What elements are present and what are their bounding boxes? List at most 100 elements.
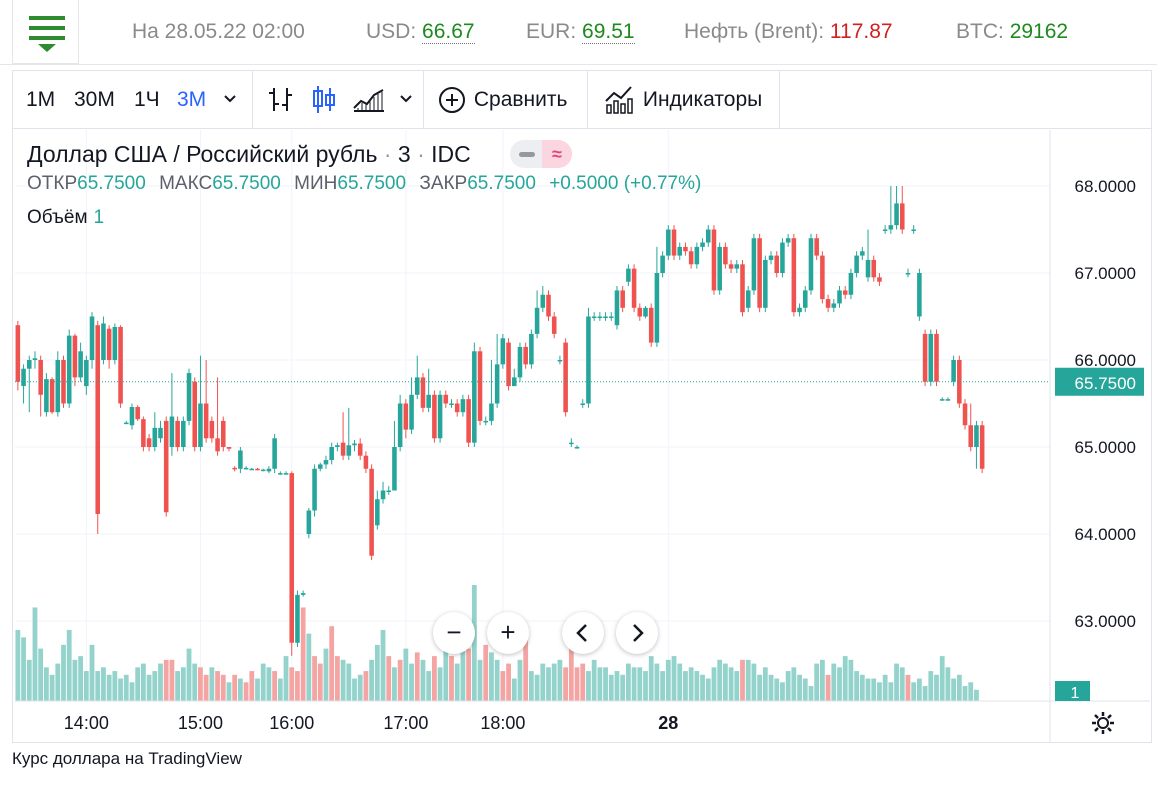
volume-bar	[762, 667, 768, 701]
candle-body	[688, 251, 694, 265]
volume-bar	[374, 644, 380, 701]
style-dropdown[interactable]	[399, 71, 421, 128]
indicators-icon	[605, 86, 633, 114]
volume-bar	[89, 644, 95, 701]
interval-dropdown[interactable]	[223, 71, 247, 128]
candle-body	[175, 420, 180, 447]
candle-body	[249, 468, 255, 471]
zoom-in-button[interactable]: +	[487, 612, 529, 654]
low-label: МИН	[294, 173, 338, 194]
footer-link[interactable]: Курс доллара на TradingView	[12, 749, 242, 768]
price-axis: 68.0000 67.0000 66.0000 65.0000 64.0000 63.00…	[15, 130, 1150, 742]
volume-bar	[83, 671, 89, 701]
volume-bar	[426, 671, 432, 701]
candle-body	[705, 229, 711, 243]
candles	[15, 186, 985, 656]
candle-body	[55, 360, 61, 413]
high-value: 65.7500	[212, 173, 281, 194]
candle-body	[500, 338, 506, 365]
toolbar-divider	[587, 71, 588, 128]
volume-bar	[591, 659, 597, 701]
menu-button[interactable]	[12, 0, 79, 64]
candle-body	[586, 316, 591, 404]
gear-icon[interactable]	[1090, 710, 1116, 736]
candle-body	[72, 335, 78, 378]
volume-bar	[648, 656, 654, 701]
candle-body	[95, 325, 101, 514]
volume-bar	[637, 667, 643, 701]
candle-body	[899, 203, 905, 230]
candle-body	[825, 299, 831, 308]
volume-bar	[283, 656, 289, 701]
candles-style-button[interactable]	[310, 71, 338, 128]
scroll-right-button[interactable]	[616, 612, 658, 654]
candle-body	[409, 394, 414, 430]
compare-button[interactable]: Сравнить	[438, 71, 567, 128]
candle-body	[591, 316, 597, 318]
low-value: 65.7500	[337, 173, 407, 194]
bars-style-button[interactable]	[266, 71, 296, 128]
market-status-pill[interactable]: ≈	[510, 140, 572, 168]
candle-body	[751, 238, 757, 291]
volume-bar	[717, 659, 723, 701]
volume-bar	[654, 663, 660, 701]
candle-body	[89, 316, 95, 360]
volume-bar	[757, 674, 763, 701]
compare-label: Сравнить	[473, 88, 568, 111]
current-price-tag	[1055, 367, 1144, 396]
volume-bar	[352, 678, 357, 701]
volume-bar	[877, 682, 882, 701]
volume-bar	[61, 644, 66, 701]
ticker-usd-label: USD:	[366, 20, 417, 43]
volume-bar	[55, 663, 61, 701]
ticker-oil-label: Нефть (Brent):	[684, 20, 825, 43]
ticker-btc-label: BTC:	[956, 20, 1004, 43]
candle-body	[854, 255, 859, 273]
candle-body	[106, 328, 112, 360]
ticker-usd[interactable]: USD: 66.67	[366, 20, 475, 44]
candle-body	[300, 593, 306, 595]
ticker-eur[interactable]: EUR: 69.51	[526, 20, 635, 44]
interval-3m[interactable]: 3М	[177, 88, 207, 111]
chart-grid	[15, 130, 1050, 701]
toolbar-divider	[252, 71, 253, 128]
interval-1m[interactable]: 1М	[26, 88, 56, 111]
x-tick-label: 18:00	[480, 713, 525, 733]
interval-1h[interactable]: 1Ч	[134, 88, 160, 111]
candle-body	[529, 333, 534, 365]
volume-bar	[112, 671, 118, 701]
candle-body	[152, 427, 158, 447]
candle-body	[129, 406, 135, 426]
scroll-left-button[interactable]	[562, 612, 604, 654]
volume-bar	[226, 682, 232, 701]
volume-bar	[819, 659, 825, 701]
volume-bar	[700, 674, 705, 701]
ticker-eur-value[interactable]: 69.51	[582, 20, 635, 44]
volume-legend: Объём 1	[27, 207, 104, 229]
volume-bar	[312, 656, 317, 701]
close-label: ЗАКР	[419, 173, 468, 194]
volume-bar	[329, 626, 335, 701]
volume-bar	[506, 663, 511, 701]
area-style-button[interactable]	[352, 71, 386, 128]
candle-body	[329, 447, 334, 461]
zoom-out-button[interactable]: −	[433, 612, 475, 654]
y-tick-label: 63.0000	[1075, 612, 1136, 631]
candle-body	[660, 255, 665, 273]
indicators-button[interactable]: Индикаторы	[603, 71, 762, 128]
volume-bar	[380, 629, 386, 701]
candle-body	[238, 450, 243, 469]
candle-body	[209, 420, 215, 439]
candle-body	[78, 351, 83, 378]
volume-bar	[357, 674, 363, 701]
ticker-usd-value[interactable]: 66.67	[422, 20, 475, 44]
interval-30m[interactable]: 30М	[74, 88, 115, 111]
candle-body	[546, 294, 551, 317]
volume-bar	[797, 674, 802, 701]
candle-body	[112, 326, 118, 360]
candle-body	[677, 246, 683, 256]
candle-body	[648, 307, 654, 343]
volume-bar	[78, 656, 84, 701]
candle-body	[357, 443, 363, 456]
